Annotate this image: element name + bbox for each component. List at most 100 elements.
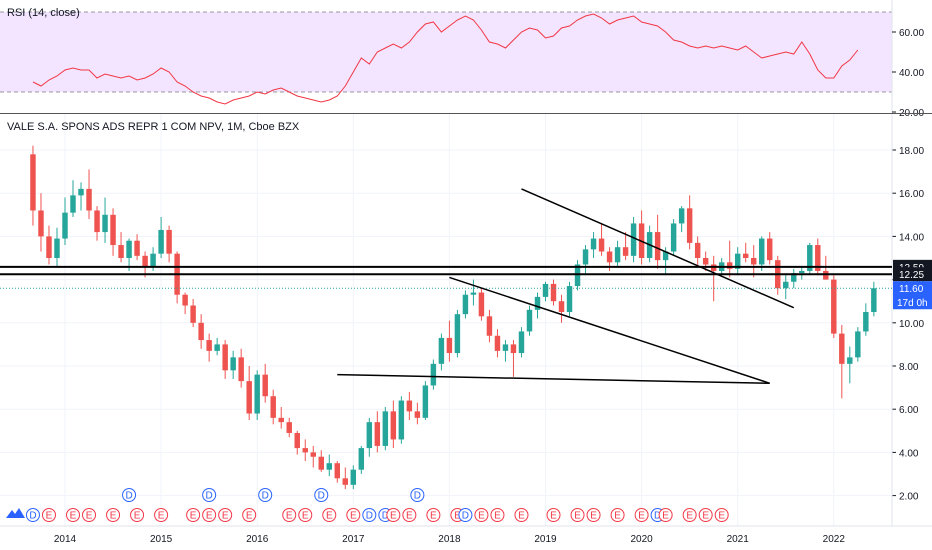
candle-up[interactable] xyxy=(791,268,797,289)
candle-up[interactable] xyxy=(614,240,621,267)
candle-down[interactable] xyxy=(174,251,180,304)
earnings-badge[interactable]: E xyxy=(186,508,201,522)
candle-down[interactable] xyxy=(294,430,300,455)
candle-up[interactable] xyxy=(542,281,549,302)
candle-down[interactable] xyxy=(118,232,124,263)
dividend-badge[interactable]: D xyxy=(258,488,273,502)
earnings-badge[interactable]: E xyxy=(154,508,169,522)
candle-up[interactable] xyxy=(518,327,525,358)
candle-up[interactable] xyxy=(358,445,365,474)
candle-down[interactable] xyxy=(726,240,733,278)
dividend-badge[interactable]: D xyxy=(25,508,40,522)
last-price-tag[interactable] xyxy=(893,281,932,310)
candle-up[interactable] xyxy=(590,232,597,258)
candle-down[interactable] xyxy=(815,238,821,276)
price-pane[interactable]: 18.0016.0014.0012.0010.008.006.004.002.0… xyxy=(0,114,932,526)
earnings-badge[interactable]: E xyxy=(82,508,97,522)
dividend-badge[interactable]: D xyxy=(410,488,425,502)
candle-down[interactable] xyxy=(839,324,845,399)
candle-down[interactable] xyxy=(334,461,341,483)
candle-down[interactable] xyxy=(30,145,36,226)
earnings-badge[interactable]: E xyxy=(610,508,625,522)
candle-down[interactable] xyxy=(198,314,204,349)
candle-down[interactable] xyxy=(686,195,693,250)
candle-up[interactable] xyxy=(102,197,108,243)
candle-up[interactable] xyxy=(350,465,357,490)
candle-up[interactable] xyxy=(582,245,589,276)
candle-down[interactable] xyxy=(775,255,781,295)
time-axis[interactable]: 2014 2015 2016 2017 2018 2019 2020 2021 2022 xyxy=(0,525,932,550)
candle-down[interactable] xyxy=(654,214,661,269)
candle-up[interactable] xyxy=(630,216,637,263)
candle-down[interactable] xyxy=(46,225,52,265)
candle-up[interactable] xyxy=(422,381,429,420)
candle-down[interactable] xyxy=(110,208,116,256)
candle-up[interactable] xyxy=(526,305,533,336)
candle-down[interactable] xyxy=(406,391,413,420)
candle-down[interactable] xyxy=(767,232,773,265)
candle-up[interactable] xyxy=(462,290,469,319)
earnings-badge[interactable]: E xyxy=(426,508,441,522)
candle-down[interactable] xyxy=(831,275,837,338)
earnings-badge[interactable]: E xyxy=(402,508,417,522)
candle-up[interactable] xyxy=(78,182,84,211)
candle-down[interactable] xyxy=(94,206,100,241)
candle-down[interactable] xyxy=(238,348,244,388)
candle-down[interactable] xyxy=(206,333,212,362)
candle-down[interactable] xyxy=(86,169,92,220)
earnings-badge[interactable]: E xyxy=(106,508,121,522)
lower-channel-line[interactable] xyxy=(449,276,770,384)
earnings-badge[interactable]: E xyxy=(242,508,257,522)
earnings-badge[interactable]: E xyxy=(130,508,145,522)
candle-up[interactable] xyxy=(326,454,332,477)
earnings-badge[interactable]: E xyxy=(514,508,529,522)
candle-down[interactable] xyxy=(622,232,629,261)
candle-up[interactable] xyxy=(847,346,853,384)
candle-up[interactable] xyxy=(470,279,477,306)
candle-down[interactable] xyxy=(278,407,284,429)
candle-down[interactable] xyxy=(190,299,196,328)
candle-down[interactable] xyxy=(142,251,148,278)
upper-channel-line[interactable] xyxy=(521,188,795,309)
candle-down[interactable] xyxy=(270,389,276,425)
earnings-badge[interactable]: E xyxy=(386,508,401,522)
earnings-badge[interactable]: E xyxy=(682,508,697,522)
candle-up[interactable] xyxy=(871,281,877,317)
earnings-badge[interactable]: E xyxy=(282,508,297,522)
earnings-badge[interactable]: E xyxy=(218,508,233,522)
earnings-badge[interactable]: E xyxy=(346,508,361,522)
tradingview-logo-icon[interactable] xyxy=(6,508,25,518)
candle-down[interactable] xyxy=(510,340,517,377)
earnings-badge[interactable]: E xyxy=(41,508,56,522)
candle-down[interactable] xyxy=(262,363,268,403)
candle-down[interactable] xyxy=(750,245,757,278)
earnings-badge[interactable]: E xyxy=(322,508,337,522)
candle-up[interactable] xyxy=(783,275,789,300)
candle-up[interactable] xyxy=(214,337,220,356)
price-chart[interactable]: 18.0016.0014.0012.0010.008.006.004.002.0… xyxy=(0,114,932,526)
earnings-badge[interactable]: E xyxy=(546,508,561,522)
candle-up[interactable] xyxy=(670,219,677,256)
candle-down[interactable] xyxy=(638,210,645,265)
candle-up[interactable] xyxy=(566,281,573,317)
pane-separator[interactable] xyxy=(0,113,932,114)
candle-down[interactable] xyxy=(478,288,485,321)
dividend-badge[interactable]: D xyxy=(458,508,473,522)
candle-down[interactable] xyxy=(302,439,308,462)
candle-down[interactable] xyxy=(222,340,228,379)
candle-down[interactable] xyxy=(694,236,701,267)
candle-down[interactable] xyxy=(38,193,44,252)
candle-up[interactable] xyxy=(62,197,68,246)
candle-down[interactable] xyxy=(558,294,565,323)
candle-up[interactable] xyxy=(382,407,389,451)
dividend-badge[interactable]: D xyxy=(202,488,217,502)
candle-down[interactable] xyxy=(598,223,605,256)
earnings-badge[interactable]: E xyxy=(474,508,489,522)
candle-up[interactable] xyxy=(430,359,437,390)
earnings-badge[interactable]: E xyxy=(570,508,585,522)
candle-down[interactable] xyxy=(710,255,717,302)
candle-down[interactable] xyxy=(310,445,316,468)
dividend-badge[interactable]: D xyxy=(362,508,377,522)
candle-up[interactable] xyxy=(158,216,164,258)
